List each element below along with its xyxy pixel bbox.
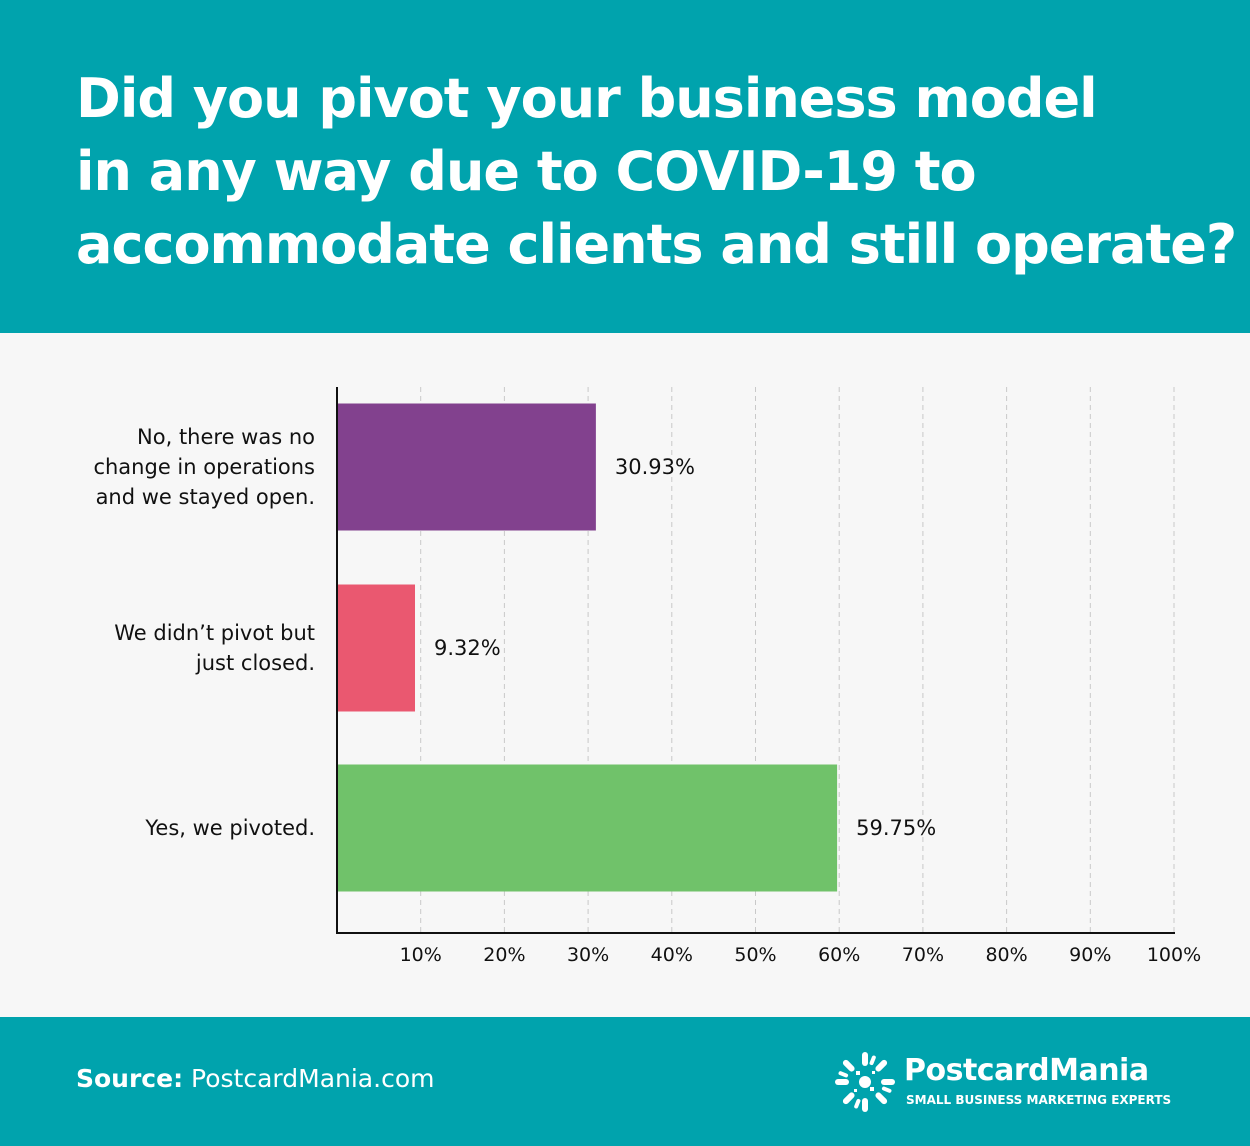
bar [337, 403, 596, 531]
category-label: change in operations [93, 455, 315, 479]
chart-area: 10% 20% 30% 40% 50% 60% 70% 80% 90% 100% 30.93% No,… [0, 333, 1250, 1017]
x-tick-label: 70% [902, 944, 944, 966]
header-banner: Did you pivot your business model in any… [0, 0, 1250, 333]
title-line: accommodate clients and still operate? [76, 213, 1237, 276]
x-tick-label: 90% [1069, 944, 1111, 966]
bar [337, 764, 838, 892]
footer-banner: Source: PostcardMania.com [0, 1017, 1250, 1146]
bar [337, 584, 416, 712]
brand-name: PostcardMania [904, 1053, 1149, 1088]
chart-title: Did you pivot your business model in any… [76, 62, 1237, 281]
x-tick-label: 30% [567, 944, 609, 966]
bar-chart: 10% 20% 30% 40% 50% 60% 70% 80% 90% 100% 30.93% No,… [93, 387, 1201, 966]
category-label: Yes, we pivoted. [144, 816, 315, 840]
data-label: 9.32% [434, 636, 501, 660]
x-tick-label: 60% [818, 944, 860, 966]
x-tick-label: 40% [651, 944, 693, 966]
category-label: and we stayed open. [96, 485, 315, 509]
x-tick-label: 50% [734, 944, 776, 966]
source-value: PostcardMania.com [191, 1064, 435, 1093]
data-label: 30.93% [615, 455, 695, 479]
brand-logo: PostcardMania SMALL BUSINESS MARKETING E… [832, 1047, 1172, 1117]
data-label: 59.75% [856, 816, 936, 840]
category-label: No, there was no [137, 425, 315, 449]
x-tick-label: 100% [1147, 944, 1201, 966]
source-text: Source: PostcardMania.com [76, 1064, 434, 1093]
x-tick-label: 20% [483, 944, 525, 966]
brand-tagline: SMALL BUSINESS MARKETING EXPERTS [906, 1093, 1172, 1107]
category-label: just closed. [195, 651, 315, 675]
title-line: Did you pivot your business model [76, 67, 1098, 130]
source-label: Source: [76, 1064, 184, 1093]
starburst-logo-icon [835, 1052, 895, 1112]
category-label: We didn’t pivot but [114, 621, 315, 645]
x-tick-label: 80% [985, 944, 1027, 966]
title-line: in any way due to COVID-19 to [76, 140, 977, 203]
x-tick-label: 10% [400, 944, 442, 966]
